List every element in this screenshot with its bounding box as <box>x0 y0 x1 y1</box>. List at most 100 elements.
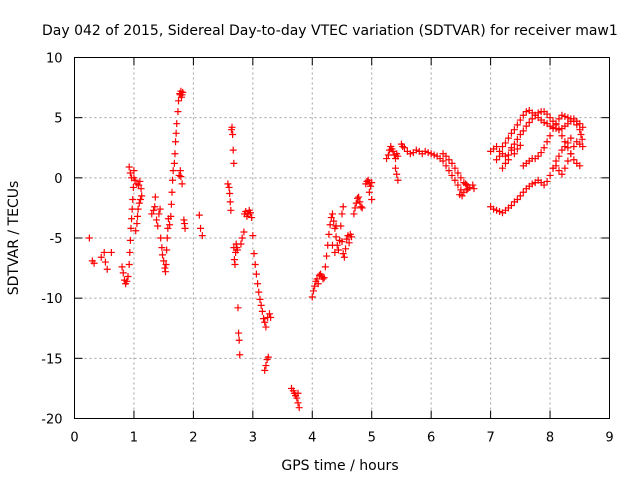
data-point <box>540 181 548 189</box>
data-point <box>558 132 566 140</box>
data-point <box>320 274 328 282</box>
data-point <box>138 192 146 200</box>
data-point <box>427 150 435 158</box>
data-point <box>136 177 144 185</box>
data-point <box>176 167 184 175</box>
data-point <box>454 181 462 189</box>
data-point <box>558 146 566 154</box>
data-point <box>181 224 189 232</box>
data-point <box>546 114 554 122</box>
data-point <box>577 131 585 139</box>
data-point <box>240 228 248 236</box>
axis-ticks: 0 1 2 3 4 5 6 7 8 9 -20 -15 -10 -5 0 5 10 <box>41 52 613 446</box>
data-point <box>248 214 256 222</box>
data-point <box>338 238 346 246</box>
data-point <box>198 232 206 240</box>
data-point <box>197 224 205 232</box>
data-point <box>229 131 237 139</box>
data-point <box>323 252 331 260</box>
data-point <box>157 234 165 242</box>
data-point <box>501 152 509 160</box>
data-point <box>573 121 581 129</box>
data-point <box>235 329 243 337</box>
data-point <box>178 180 186 188</box>
data-point <box>519 188 527 196</box>
data-point <box>470 185 478 193</box>
data-point <box>158 251 166 259</box>
data-point <box>308 293 316 301</box>
data-point <box>313 275 321 283</box>
data-point <box>227 206 235 214</box>
data-point <box>128 215 136 223</box>
data-point <box>134 212 142 220</box>
data-point <box>516 141 524 149</box>
data-point <box>510 126 518 134</box>
x-tick-label: 2 <box>189 431 197 446</box>
data-point <box>528 180 536 188</box>
data-point <box>167 200 175 208</box>
data-point <box>561 112 569 120</box>
data-point <box>172 138 180 146</box>
data-point <box>394 152 402 160</box>
data-point <box>552 120 560 128</box>
data-point <box>238 234 246 242</box>
data-point <box>578 135 586 143</box>
data-point <box>172 129 180 137</box>
data-point <box>262 362 270 370</box>
data-point <box>454 169 462 177</box>
data-point <box>348 233 356 241</box>
data-point <box>251 260 259 268</box>
data-point <box>567 150 575 158</box>
y-tick-label: -10 <box>41 292 62 307</box>
data-point <box>368 179 376 187</box>
data-point <box>256 295 264 303</box>
data-point <box>166 221 174 229</box>
data-point <box>257 301 265 309</box>
data-point <box>175 97 183 105</box>
data-point <box>393 170 401 178</box>
data-point <box>226 198 234 206</box>
data-point <box>168 188 176 196</box>
data-point <box>567 134 575 142</box>
data-point <box>540 118 548 126</box>
data-point <box>345 239 353 247</box>
data-point <box>504 134 512 142</box>
data-point <box>507 129 515 137</box>
data-point <box>570 117 578 125</box>
data-point <box>469 181 477 189</box>
data-point <box>555 115 563 123</box>
data-point <box>321 263 329 271</box>
data-point <box>254 280 262 288</box>
data-point <box>464 185 472 193</box>
data-point <box>258 307 266 315</box>
data-point <box>394 176 402 184</box>
data-point <box>519 127 527 135</box>
data-point <box>164 224 172 232</box>
y-tick-label: -20 <box>41 413 62 428</box>
data-point <box>421 147 429 155</box>
data-point <box>513 145 521 153</box>
data-point <box>261 318 269 326</box>
data-point <box>126 248 134 256</box>
x-tick-label: 1 <box>130 431 138 446</box>
data-point <box>154 222 162 230</box>
data-point <box>107 248 115 256</box>
data-point <box>119 269 127 277</box>
data-point <box>90 259 98 267</box>
data-point <box>118 263 126 271</box>
data-point <box>97 253 105 261</box>
data-point <box>161 268 169 276</box>
data-point <box>162 260 170 268</box>
data-point <box>342 245 350 253</box>
data-point <box>357 203 365 211</box>
data-point <box>368 195 376 203</box>
data-point <box>101 258 109 266</box>
data-point <box>451 176 459 184</box>
data-point <box>85 234 93 242</box>
data-point <box>383 155 391 163</box>
data-point <box>392 164 399 172</box>
data-point <box>564 139 572 147</box>
data-point <box>389 147 397 155</box>
data-point <box>406 150 414 158</box>
data-point <box>445 156 453 164</box>
